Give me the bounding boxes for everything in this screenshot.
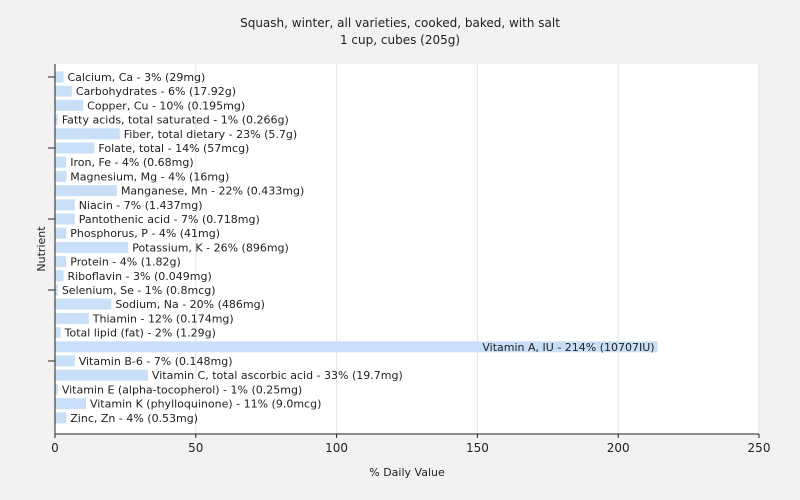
bar (55, 298, 112, 310)
y-axis-label: Nutrient (35, 226, 48, 272)
x-tick-labels: 0 50 100 150 200 250 (51, 441, 770, 455)
bar-label: Fatty acids, total saturated - 1% (0.266… (62, 114, 289, 127)
bar-label: Magnesium, Mg - 4% (16mg) (70, 170, 229, 183)
bar (55, 185, 117, 197)
bar (55, 369, 148, 381)
bar-label: Vitamin B-6 - 7% (0.148mg) (79, 355, 233, 368)
bar-label: Selenium, Se - 1% (0.8mcg) (62, 284, 216, 297)
bar (55, 71, 64, 83)
bar (55, 341, 658, 353)
bar (55, 156, 67, 168)
bar (55, 355, 75, 367)
bar (55, 241, 129, 253)
bar (55, 270, 64, 282)
bar-label: Folate, total - 14% (57mcg) (98, 142, 249, 155)
x-tick-label: 100 (325, 441, 348, 455)
bar-labels-group: Calcium, Ca - 3% (29mg)Carbohydrates - 6… (62, 71, 655, 425)
bar-label: Protein - 4% (1.82g) (70, 256, 181, 269)
x-tick-label: 50 (188, 441, 203, 455)
bar-label: Vitamin A, IU - 214% (10707IU) (482, 341, 654, 354)
bar (55, 199, 75, 211)
bar-label: Zinc, Zn - 4% (0.53mg) (70, 412, 198, 425)
bar-label: Vitamin C, total ascorbic acid - 33% (19… (152, 369, 403, 382)
bar (55, 412, 67, 424)
x-tick-label: 0 (51, 441, 59, 455)
bar-label: Pantothenic acid - 7% (0.718mg) (79, 213, 260, 226)
bar-label: Riboflavin - 3% (0.049mg) (67, 270, 211, 283)
bar (55, 128, 120, 140)
bar (55, 312, 89, 324)
x-axis-label: % Daily Value (369, 466, 445, 479)
x-tick-label: 200 (607, 441, 630, 455)
bar (55, 99, 84, 111)
x-tick-label: 150 (466, 441, 489, 455)
bar-label: Total lipid (fat) - 2% (1.29g) (64, 327, 216, 340)
bar-label: Copper, Cu - 10% (0.195mg) (87, 99, 245, 112)
bar-label: Calcium, Ca - 3% (29mg) (67, 71, 205, 84)
axes-group (48, 64, 760, 438)
bar-label: Potassium, K - 26% (896mg) (132, 241, 289, 254)
bar (55, 383, 58, 395)
bar-label: Niacin - 7% (1.437mg) (79, 199, 203, 212)
bar-label: Vitamin E (alpha-tocopherol) - 1% (0.25m… (62, 383, 302, 396)
plot-area (55, 64, 759, 434)
bar (55, 85, 72, 97)
bar (55, 256, 67, 268)
bar-label: Carbohydrates - 6% (17.92g) (76, 85, 236, 98)
bar-label: Manganese, Mn - 22% (0.433mg) (121, 185, 304, 198)
bar (55, 327, 61, 339)
bar (55, 284, 58, 296)
bars-group (55, 71, 658, 424)
chart-title: Squash, winter, all varieties, cooked, b… (240, 16, 560, 30)
x-tick-label: 250 (748, 441, 771, 455)
bar-label: Fiber, total dietary - 23% (5.7g) (124, 128, 297, 141)
bar (55, 170, 67, 182)
bar (55, 114, 58, 126)
chart-subtitle: 1 cup, cubes (205g) (340, 33, 460, 47)
bar (55, 213, 75, 225)
bar-label: Phosphorus, P - 4% (41mg) (70, 227, 220, 240)
grid-lines (195, 64, 760, 434)
bar-label: Thiamin - 12% (0.174mg) (92, 312, 234, 325)
bar (55, 227, 67, 239)
bar (55, 142, 95, 154)
bar-label: Iron, Fe - 4% (0.68mg) (70, 156, 193, 169)
bar (55, 398, 86, 410)
bar-label: Sodium, Na - 20% (486mg) (115, 298, 265, 311)
bar-label: Vitamin K (phylloquinone) - 11% (9.0mcg) (90, 398, 321, 411)
